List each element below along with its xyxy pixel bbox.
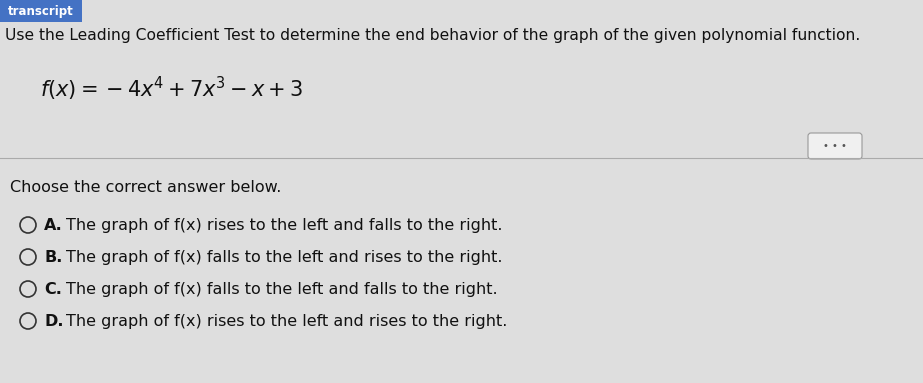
Text: The graph of f(x) rises to the left and rises to the right.: The graph of f(x) rises to the left and … bbox=[66, 314, 508, 329]
Text: The graph of f(x) falls to the left and rises to the right.: The graph of f(x) falls to the left and … bbox=[66, 250, 502, 265]
FancyBboxPatch shape bbox=[808, 133, 862, 159]
Text: D.: D. bbox=[44, 314, 64, 329]
Text: The graph of f(x) falls to the left and falls to the right.: The graph of f(x) falls to the left and … bbox=[66, 282, 497, 297]
Text: $f(x) = -4x^4 + 7x^3 - x + 3$: $f(x) = -4x^4 + 7x^3 - x + 3$ bbox=[40, 75, 303, 103]
Text: Choose the correct answer below.: Choose the correct answer below. bbox=[10, 180, 282, 195]
Text: B.: B. bbox=[44, 250, 63, 265]
Text: • • •: • • • bbox=[823, 141, 847, 151]
Text: C.: C. bbox=[44, 282, 62, 297]
Text: A.: A. bbox=[44, 218, 63, 233]
Text: transcript: transcript bbox=[8, 5, 74, 18]
FancyBboxPatch shape bbox=[0, 0, 82, 22]
Text: The graph of f(x) rises to the left and falls to the right.: The graph of f(x) rises to the left and … bbox=[66, 218, 502, 233]
Text: Use the Leading Coefficient Test to determine the end behavior of the graph of t: Use the Leading Coefficient Test to dete… bbox=[5, 28, 860, 43]
